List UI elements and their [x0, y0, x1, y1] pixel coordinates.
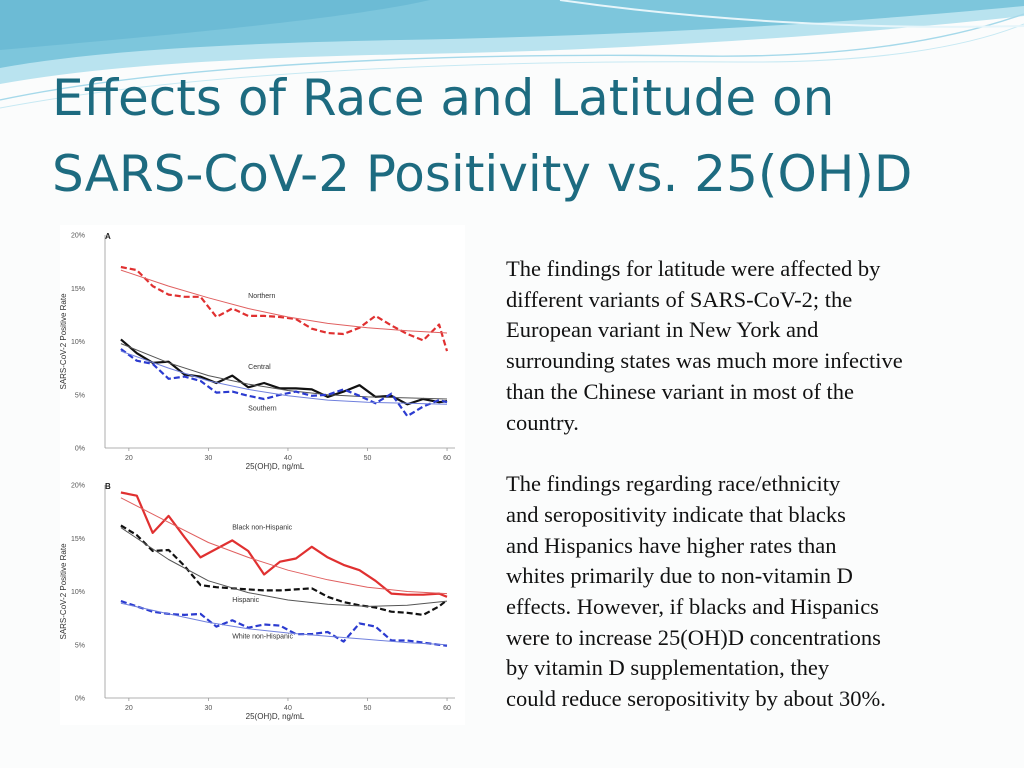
x-tick-label: 60 — [443, 455, 451, 462]
y-tick-label: 5% — [75, 642, 85, 649]
chart-panel-a: 0% 5% 10% 15% 20% 20 30 40 50 60 25(OH)D, ng/mL SAR… — [60, 232, 455, 471]
x-tick-label: 20 — [125, 455, 133, 462]
slide-title: Effects of Race and Latitude on SARS-CoV… — [52, 60, 1002, 212]
y-tick-label: 20% — [71, 483, 85, 490]
y-tick-label: 0% — [75, 446, 85, 453]
paragraph1-line: different variants of SARS-CoV-2; the — [506, 286, 853, 312]
x-tick-label: 20 — [125, 705, 133, 712]
y-tick-label: 20% — [71, 233, 85, 240]
x-tick-label: 30 — [205, 455, 213, 462]
paragraph2-line: could reduce seropositivity by about 30%… — [506, 686, 886, 712]
paragraph1-line: European variant in New York and — [506, 317, 819, 343]
series-line-northern — [120, 265, 449, 352]
y-tick-label: 10% — [71, 339, 85, 346]
series-annotation: Black non-Hispanic — [232, 525, 292, 532]
x-tick-label: 50 — [364, 455, 372, 462]
series-line-northern-fit — [120, 269, 448, 334]
paragraph2-line: by vitamin D supplementation, they — [506, 655, 830, 681]
title-line-2: SARS-CoV-2 Positivity vs. 25(OH)D — [52, 145, 913, 203]
paragraph1-line: The findings for latitude were affected … — [506, 256, 881, 281]
x-axis-label: 25(OH)D, ng/mL — [246, 462, 305, 471]
y-tick-label: 15% — [71, 536, 85, 543]
y-tick-label: 0% — [75, 696, 85, 703]
series-line-hispanic — [120, 524, 448, 616]
series-annotation: Hispanic — [232, 597, 259, 604]
series-annotation: Northern — [248, 293, 275, 300]
y-tick-label: 15% — [71, 286, 85, 293]
paragraph2-line: and Hispanics have higher rates than — [506, 532, 837, 558]
x-tick-label: 40 — [284, 705, 292, 712]
series-annotation: Southern — [248, 406, 277, 413]
x-tick-label: 50 — [364, 705, 372, 712]
series-line-black-fit — [120, 497, 448, 595]
title-line-1: Effects of Race and Latitude on — [52, 69, 835, 127]
paragraph2-line: The findings regarding race/ethnicity — [506, 471, 841, 497]
x-tick-label: 30 — [205, 705, 213, 712]
panel-label: A — [105, 232, 111, 241]
series-annotation: White non-Hispanic — [232, 633, 293, 640]
x-axis-label: 25(OH)D, ng/mL — [246, 712, 305, 721]
paragraph-race: The findings regarding race/ethnicity and… — [506, 469, 1006, 715]
series-line-white-non-hispanic — [120, 600, 448, 647]
paragraph2-line: effects. However, if blacks and Hispanic… — [506, 594, 879, 620]
x-tick-label: 60 — [443, 705, 451, 712]
series-line-black-non-hispanic — [120, 491, 448, 598]
paragraph1-line: than the Chinese variant in most of the — [506, 378, 855, 404]
series-line-southern-fit — [120, 350, 448, 405]
header-wave-decoration — [0, 0, 1024, 109]
paragraph-latitude: The findings for latitude were affected … — [506, 254, 1006, 438]
chart-panel-b: 0% 5% 10% 15% 20% 20 30 40 50 60 25(OH)D, ng/mL SAR… — [60, 482, 455, 721]
paragraph2-line: and seropositivity indicate that blacks — [506, 501, 846, 527]
y-axis-label: SARS-CoV-2 Positive Rate — [60, 543, 68, 640]
paragraph2-line: whites primarily due to non-vitamin D — [506, 563, 853, 589]
panel-label: B — [105, 482, 111, 491]
paragraph2-line: were to increase 25(OH)D concentrations — [506, 624, 881, 650]
series-line-central-fit — [120, 343, 448, 400]
series-line-southern — [120, 348, 448, 418]
chart-figure: 0% 5% 10% 15% 20% 20 30 40 50 60 25(OH)D, ng/mL SAR… — [60, 225, 465, 725]
y-tick-label: 5% — [75, 392, 85, 399]
body-text: The findings for latitude were affected … — [506, 254, 1006, 715]
paragraph1-line: surrounding states was much more infecti… — [506, 348, 903, 374]
y-axis-label: SARS-CoV-2 Positive Rate — [60, 293, 68, 390]
series-annotation: Central — [248, 364, 271, 371]
series-line-central — [120, 338, 448, 406]
y-tick-label: 10% — [71, 589, 85, 596]
series-line-white-fit — [120, 602, 448, 646]
x-tick-label: 40 — [284, 455, 292, 462]
paragraph1-line: country. — [506, 409, 579, 435]
series-line-hispanic-fit — [120, 527, 448, 607]
